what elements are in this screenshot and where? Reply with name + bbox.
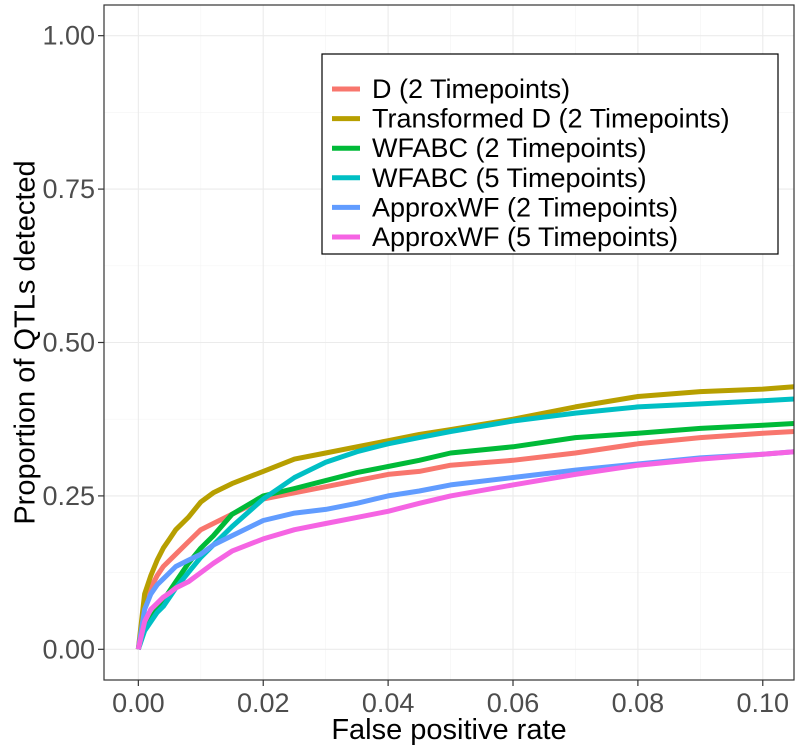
x-tick-label: 0.08: [612, 688, 665, 718]
series-lines: [135, 384, 795, 651]
x-tick-label: 0.04: [362, 688, 415, 718]
legend-label-3: WFABC (5 Timepoints): [372, 163, 647, 193]
legend-box: [321, 53, 779, 255]
legend-label-0: D (2 Timepoints): [372, 74, 570, 104]
y-tick-label: 0.75: [42, 174, 95, 204]
legend-label-2: WFABC (2 Timepoints): [372, 133, 647, 163]
legend-label-5: ApproxWF (5 Timepoints): [372, 222, 678, 252]
y-tick-label: 0.25: [42, 481, 95, 511]
y-tick-label: 1.00: [42, 21, 95, 51]
y-tick-label: 0.50: [42, 328, 95, 358]
x-axis-title: False positive rate: [331, 714, 566, 746]
series-line-2: [135, 421, 795, 651]
x-tick-label: 0.00: [112, 688, 165, 718]
series-line-1: [135, 384, 795, 650]
y-axis: 0.00 0.25 0.50 0.75 1.00: [42, 21, 104, 664]
x-tick-label: 0.06: [487, 688, 540, 718]
series-line-4: [135, 449, 795, 650]
series-line-3: [135, 396, 795, 651]
x-tick-label: 0.02: [237, 688, 290, 718]
y-tick-label: 0.00: [42, 634, 95, 664]
legend: D (2 Timepoints)Transformed D (2 Timepoi…: [321, 53, 779, 255]
series-line-5: [135, 449, 795, 650]
legend-label-4: ApproxWF (2 Timepoints): [372, 192, 678, 222]
x-axis: 0.00 0.02 0.04 0.06 0.08 0.10: [112, 680, 789, 718]
legend-label-1: Transformed D (2 Timepoints): [372, 104, 730, 134]
series-line-0: [135, 429, 795, 650]
y-axis-title: Proportion of QTLs detected: [10, 160, 42, 524]
x-tick-label: 0.10: [736, 688, 789, 718]
